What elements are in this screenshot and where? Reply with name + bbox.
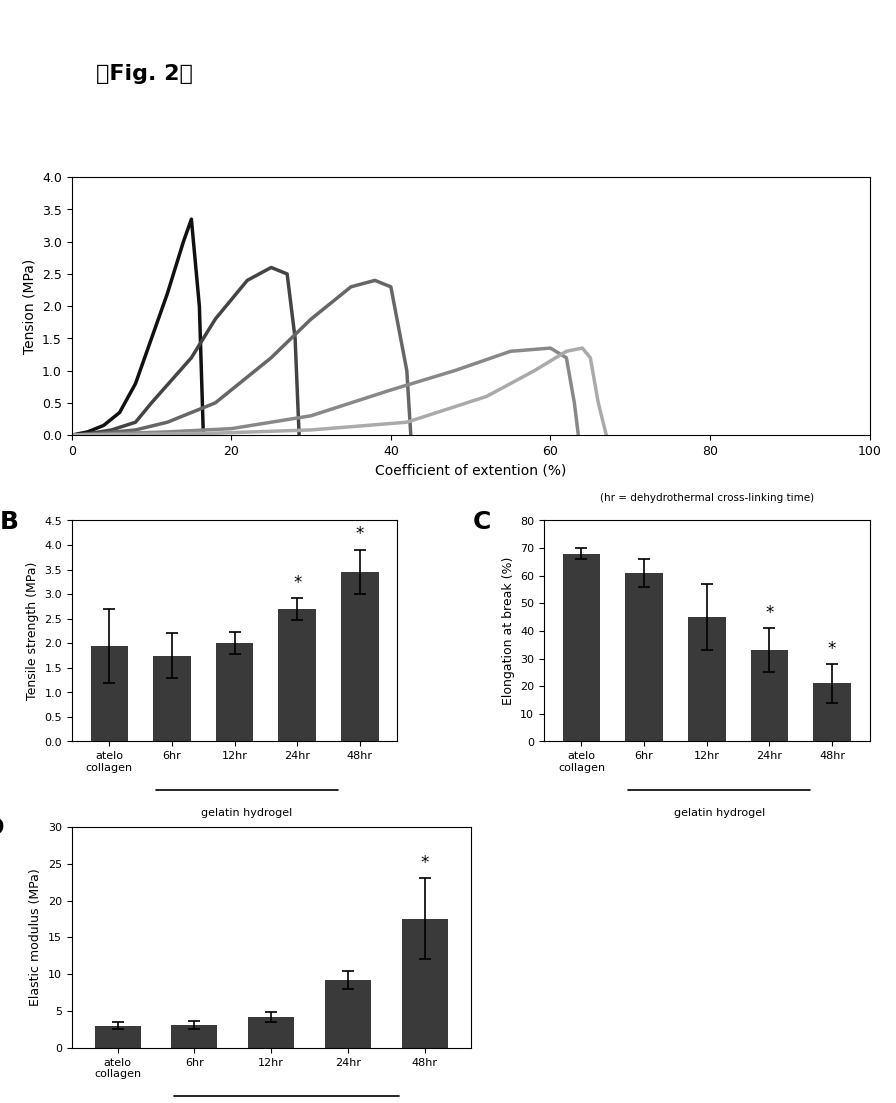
Bar <box>340 572 378 741</box>
Y-axis label: Tensile strength (MPa): Tensile strength (MPa) <box>26 561 39 700</box>
Text: gelatin hydrogel: gelatin hydrogel <box>202 807 292 817</box>
Bar <box>324 981 371 1048</box>
Text: *: * <box>827 640 836 657</box>
Bar <box>813 684 850 741</box>
Bar <box>625 574 662 741</box>
Bar <box>153 655 191 741</box>
Text: *: * <box>356 525 364 544</box>
Text: gelatin hydrogel: gelatin hydrogel <box>673 807 764 817</box>
Y-axis label: Elongation at break (%): Elongation at break (%) <box>501 557 514 705</box>
Bar <box>279 609 315 741</box>
Bar <box>248 1017 294 1048</box>
Text: (hr = dehydrothermal cross-linking time): (hr = dehydrothermal cross-linking time) <box>599 493 814 503</box>
Text: *: * <box>765 603 773 622</box>
X-axis label: Coefficient of extention (%): Coefficient of extention (%) <box>375 463 566 478</box>
Y-axis label: Tension (MPa): Tension (MPa) <box>22 259 37 354</box>
Text: B: B <box>0 510 19 534</box>
Bar <box>171 1025 218 1048</box>
Bar <box>90 645 128 741</box>
Text: *: * <box>420 854 428 871</box>
Y-axis label: Elastic modulus (MPa): Elastic modulus (MPa) <box>30 868 42 1006</box>
Text: *: * <box>293 574 301 591</box>
Bar <box>563 554 600 741</box>
Bar <box>687 618 725 741</box>
Text: D: D <box>0 816 4 839</box>
Bar <box>95 1026 141 1048</box>
Text: C: C <box>472 510 490 534</box>
Bar <box>401 919 447 1048</box>
Bar <box>750 651 788 741</box>
Bar <box>216 643 254 741</box>
Text: 【Fig. 2】: 【Fig. 2】 <box>96 64 193 84</box>
